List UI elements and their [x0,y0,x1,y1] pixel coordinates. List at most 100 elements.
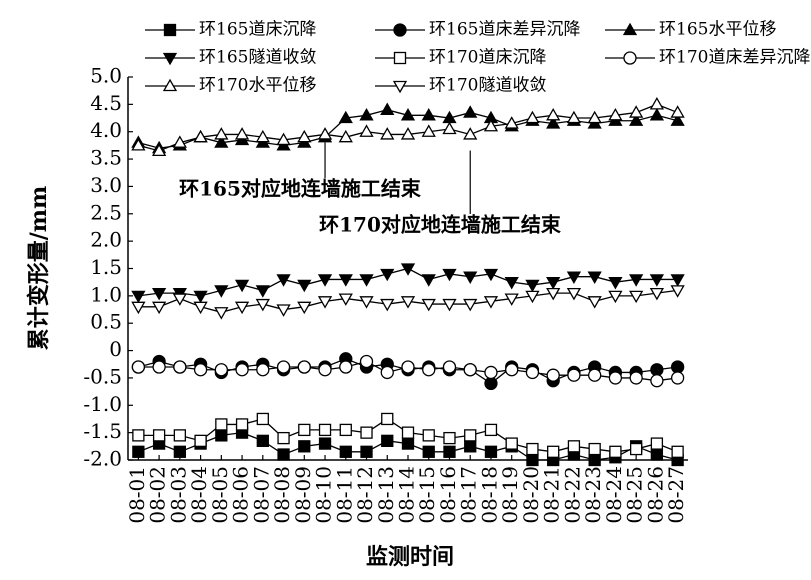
data-point [504,116,519,129]
data-point [339,445,352,458]
data-point [234,301,250,315]
data-point [297,360,311,374]
legend-label: 环170道床沉降 [429,48,546,68]
data-point [670,113,685,126]
x-tick-label: 08-22 [560,466,584,524]
data-point [629,442,643,456]
data-point [566,110,582,124]
legend-label: 环165道床差异沉降 [429,20,580,40]
data-point [525,365,540,380]
data-point [483,296,499,309]
data-point [194,434,207,448]
data-point [193,363,208,377]
legend-label: 环165水平位移 [659,20,776,40]
data-point [504,293,519,306]
data-point [505,363,519,377]
data-point [338,274,353,287]
data-point [297,279,312,293]
data-point [649,97,665,110]
data-point [255,285,270,298]
data-point [442,360,457,374]
data-point [670,360,685,374]
data-point [132,429,145,442]
data-point [359,354,374,369]
data-point [400,296,416,309]
data-point [131,138,146,151]
legend-label: 环170道床差异沉降 [659,48,810,68]
x-tick-label: 08-19 [498,466,522,524]
data-point [525,110,540,124]
data-point [277,431,290,445]
data-point [152,360,166,374]
data-point [297,129,312,143]
data-point [318,437,332,450]
y-tick-label: 2.0 [90,228,122,252]
data-point [422,445,435,458]
x-tick-label: 08-12 [353,466,377,524]
x-tick-label: 08-02 [146,466,170,524]
data-point [235,418,249,431]
data-point [443,431,456,445]
data-point [339,423,352,437]
y-tick-label: 4.0 [90,118,122,142]
data-point [359,107,374,121]
data-point [629,274,644,287]
data-point [483,118,499,132]
legend-marker [393,51,407,65]
annotation: 环170对应地连墙施工结束 [319,213,562,237]
data-point [422,429,435,442]
data-point [151,301,167,315]
y-tick-label: -0.5 [83,364,122,388]
y-tick-label: 5.0 [90,64,122,88]
data-point [566,271,582,285]
y-axis-label: 累计变形量/mm [26,186,52,351]
x-tick-label: 08-20 [519,466,543,524]
x-tick-label: 08-04 [187,466,211,524]
data-point [381,412,394,426]
data-point [588,368,602,382]
data-point [318,363,332,377]
data-point [525,290,540,304]
data-point [338,129,353,143]
y-tick-label: 1.0 [90,282,122,306]
data-point [255,298,270,312]
data-point [484,445,498,458]
data-point [526,453,539,467]
data-point [215,418,228,431]
data-point [567,368,581,382]
data-point [359,296,374,309]
data-point [608,277,623,290]
data-point [276,304,291,317]
legend-label: 环165道床沉降 [199,20,316,40]
x-tick-label: 08-21 [540,466,564,524]
legend-marker [162,78,178,92]
data-point [670,274,685,287]
x-tick-label: 08-08 [270,466,294,524]
data-point [256,434,269,448]
annotation: 环165对应地连墙施工结束 [179,177,422,201]
legend-label: 环170隧道收敛 [429,76,546,96]
x-tick-label: 08-13 [374,466,398,524]
data-point [504,277,519,290]
data-point [276,360,291,374]
data-point [463,363,477,377]
data-point [401,437,415,450]
data-point [629,113,644,126]
data-point [442,298,457,312]
legend-marker [622,22,638,36]
y-tick-label: 3.0 [90,173,122,197]
data-point [276,274,291,287]
data-point [670,105,685,118]
x-tick-label: 08-06 [229,466,253,524]
data-point [463,271,478,285]
data-point [608,107,623,121]
data-point [442,121,457,135]
data-point [193,301,208,315]
data-point [256,363,270,377]
data-point [421,298,436,312]
data-point [380,127,395,140]
data-point [359,124,374,137]
x-tick-label: 08-17 [457,466,481,524]
data-point [338,110,353,124]
data-point [381,434,394,448]
